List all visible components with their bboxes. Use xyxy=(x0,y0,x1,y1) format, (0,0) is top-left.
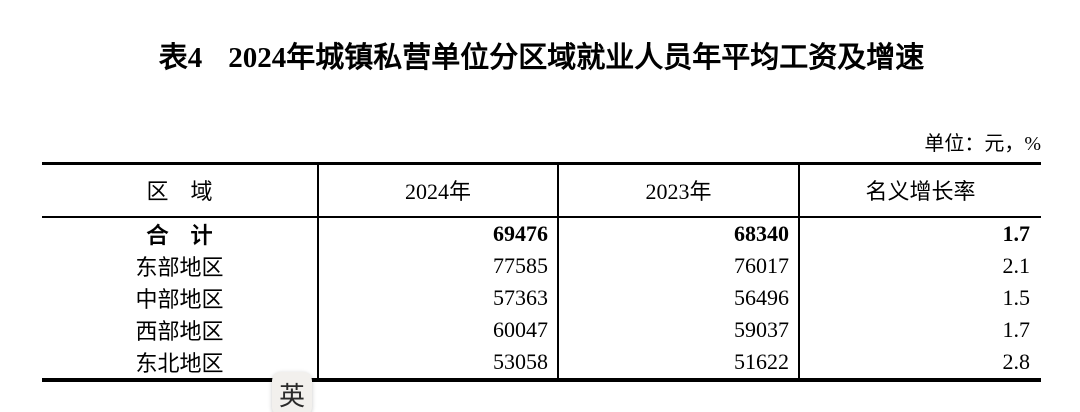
cell-2024-value: 57363 xyxy=(318,281,559,314)
regional-wage-table: 区 域 2024年 2023年 名义增长率 合 计 69476 68340 1.… xyxy=(42,162,1041,382)
cell-region: 东部地区 xyxy=(42,249,319,282)
cell-2023-value: 59037 xyxy=(558,313,800,346)
cell-2024-value: 53058 xyxy=(318,345,559,380)
cell-2023-value: 51622 xyxy=(558,345,800,380)
cell-region: 西部地区 xyxy=(42,313,319,346)
cell-region: 中部地区 xyxy=(42,281,319,314)
cell-2024-value: 69476 xyxy=(318,216,559,250)
table-row-east: 东部地区 77585 76017 2.1 xyxy=(42,249,1041,282)
cell-growth-value: 1.7 xyxy=(1002,316,1031,342)
cell-growth-value: 1.5 xyxy=(1002,284,1031,310)
cell-2023-value: 76017 xyxy=(558,249,800,282)
translate-button-label: 英 xyxy=(278,380,305,411)
table-number: 表4 xyxy=(158,42,203,74)
cell-growth-value: 2.1 xyxy=(1002,252,1031,278)
column-header-region: 区 域 xyxy=(42,163,319,218)
table-title: 表4 2024年城镇私营单位分区域就业人员年平均工资及增速 xyxy=(42,40,1041,76)
cell-growth-value: 1.7 xyxy=(1002,220,1031,246)
cell-2024-value: 60047 xyxy=(318,313,559,346)
cell-growth-value: 2.8 xyxy=(1002,348,1031,374)
table-row-northeast: 东北地区 53058 51622 2.8 xyxy=(42,345,1041,380)
cell-region: 合 计 xyxy=(42,216,319,250)
column-header-growth: 名义增长率 xyxy=(799,163,1041,218)
cell-2024-value: 77585 xyxy=(318,249,559,282)
table-row-total: 合 计 69476 68340 1.7 xyxy=(42,216,1041,250)
cell-2023-value: 56496 xyxy=(558,281,800,314)
header-row: 区 域 2024年 2023年 名义增长率 xyxy=(42,163,1041,218)
column-header-2023: 2023年 xyxy=(558,163,800,218)
table-row-west: 西部地区 60047 59037 1.7 xyxy=(42,313,1041,346)
table-title-text: 2024年城镇私营单位分区域就业人员年平均工资及增速 xyxy=(228,42,925,74)
unit-note: 单位：元，% xyxy=(924,133,1041,155)
cell-2023-value: 68340 xyxy=(558,216,800,250)
translate-button[interactable]: 英 xyxy=(272,372,312,412)
table-row-central: 中部地区 57363 56496 1.5 xyxy=(42,281,1041,314)
column-header-2024: 2024年 xyxy=(318,163,559,218)
cell-region: 东北地区 xyxy=(42,345,319,380)
